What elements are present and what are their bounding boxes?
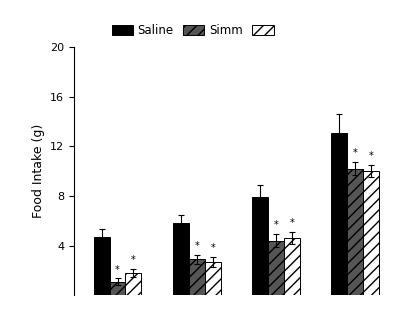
Text: *: * bbox=[210, 243, 215, 253]
Bar bbox=[332, 133, 347, 295]
Text: *: * bbox=[369, 151, 374, 161]
Text: *: * bbox=[353, 148, 358, 158]
Text: *: * bbox=[289, 218, 294, 228]
Bar bbox=[110, 282, 125, 295]
Legend: Saline, Simm, : Saline, Simm, bbox=[107, 20, 283, 42]
Bar bbox=[347, 169, 363, 295]
Text: *: * bbox=[115, 265, 120, 275]
Bar bbox=[284, 238, 300, 295]
Y-axis label: Food Intake (g): Food Intake (g) bbox=[32, 124, 44, 218]
Bar bbox=[205, 262, 221, 295]
Text: *: * bbox=[194, 241, 199, 251]
Bar bbox=[189, 259, 205, 295]
Text: *: * bbox=[131, 255, 136, 265]
Bar bbox=[363, 171, 379, 295]
Bar bbox=[94, 237, 110, 295]
Text: *: * bbox=[274, 220, 278, 230]
Bar bbox=[268, 241, 284, 295]
Bar bbox=[252, 197, 268, 295]
Bar bbox=[173, 223, 189, 295]
Bar bbox=[125, 273, 141, 295]
